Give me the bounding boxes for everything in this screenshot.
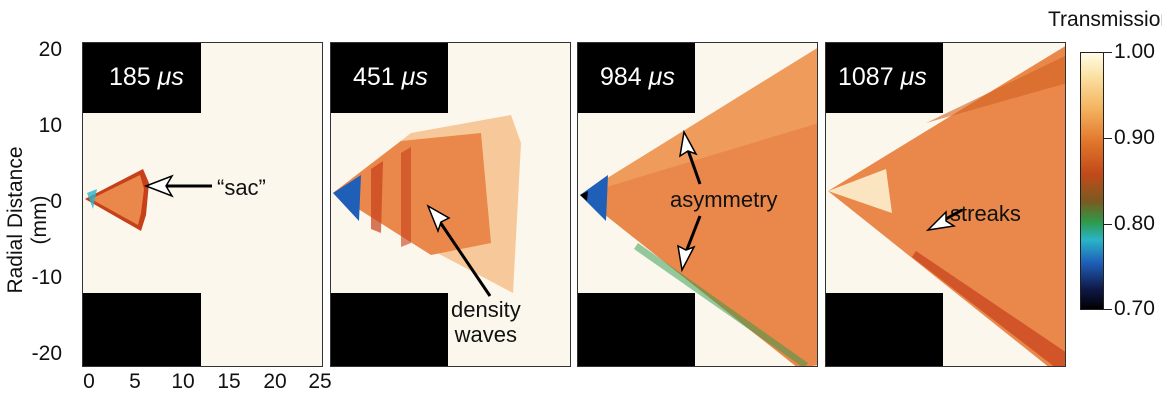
colorbar-tick-2 (1104, 138, 1112, 139)
mask-top-3 (578, 43, 695, 113)
colorbar-title: Transmission (1048, 8, 1162, 31)
image-panel-1: 185 μs “sac” (82, 42, 323, 367)
spray-plume-4 (828, 46, 1065, 366)
annotation-density-line: density (451, 297, 521, 322)
colorbar (1080, 52, 1104, 310)
x-tick-20: 20 (263, 370, 287, 393)
y-tick-minus-20: -20 (31, 342, 62, 365)
time-label-3: 984 μs (600, 63, 675, 91)
colorbar-tick-1 (1104, 52, 1112, 53)
colorbar-label-1: 1.00 (1114, 40, 1155, 63)
mask-top-2 (331, 43, 448, 113)
mask-bottom-3 (578, 293, 695, 366)
mask-bottom-2 (331, 293, 448, 366)
time-label-1: 185 μs (109, 63, 184, 91)
image-panel-3: 984 μs asymmetry (577, 42, 818, 367)
x-tick-10: 10 (171, 370, 195, 393)
x-tick-5: 5 (129, 370, 141, 393)
x-tick-0: 0 (83, 370, 95, 393)
image-panel-2: 451 μs density waves (330, 42, 571, 367)
x-tick-15: 15 (217, 370, 241, 393)
time-label-2: 451 μs (353, 63, 428, 91)
colorbar-label-2: 0.90 (1114, 126, 1155, 149)
spray-plume-1 (85, 169, 149, 231)
annotation-asymmetry: asymmetry (670, 187, 778, 212)
y-tick-0: 0 (50, 190, 62, 213)
colorbar-tick-3 (1104, 224, 1112, 225)
y-axis-label: Radial Distance (mm) (4, 146, 51, 294)
mask-top-1 (83, 43, 201, 113)
colorbar-label-3: 0.80 (1114, 212, 1155, 235)
colorbar-tick-4 (1104, 309, 1112, 310)
colorbar-label-4: 0.70 (1114, 297, 1155, 320)
y-tick-20: 20 (38, 38, 62, 61)
mask-bottom-4 (826, 293, 943, 366)
cropped-caption-line (0, 0, 1162, 8)
y-tick-minus-10: -10 (31, 266, 62, 289)
mask-top-4 (826, 43, 943, 113)
time-label-4: 1087 μs (838, 63, 927, 91)
annotation-waves-line: waves (454, 322, 518, 347)
annotation-density-waves: density waves (451, 297, 521, 347)
image-panel-4: 1087 μs streaks (825, 42, 1066, 367)
annotation-streaks: streaks (950, 201, 1021, 226)
spray-plume-3 (580, 48, 817, 366)
y-tick-10: 10 (38, 114, 62, 137)
x-tick-25: 25 (308, 370, 332, 393)
mask-bottom-1 (83, 293, 201, 366)
annotation-sac: “sac” (217, 175, 266, 200)
